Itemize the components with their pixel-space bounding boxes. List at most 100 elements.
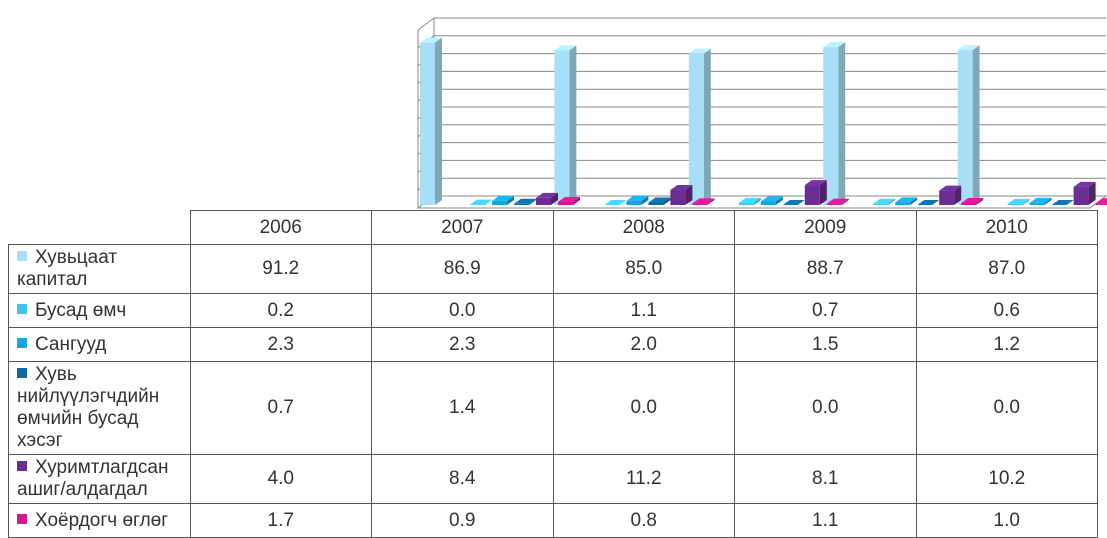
table-value: 0.0 bbox=[916, 362, 1098, 455]
bar bbox=[805, 185, 820, 205]
bar bbox=[958, 50, 973, 205]
table-value: 85.0 bbox=[553, 245, 735, 294]
table-value: 8.1 bbox=[735, 455, 917, 504]
table-value: 0.2 bbox=[190, 294, 372, 328]
legend-cell: Сангууд bbox=[9, 328, 191, 362]
grid-line bbox=[418, 54, 1106, 66]
table-value: 2.3 bbox=[372, 328, 554, 362]
table-value: 0.0 bbox=[553, 362, 735, 455]
legend-label: Хувь нийлүүлэгчдийн өмчийн бусад хэсэг bbox=[17, 364, 159, 451]
data-row: Хувь нийлүүлэгчдийн өмчийн бусад хэсэг 0.… bbox=[9, 362, 1098, 455]
bar bbox=[626, 201, 641, 205]
legend-key bbox=[17, 368, 27, 378]
grid-line bbox=[418, 36, 1106, 48]
bar bbox=[648, 203, 663, 205]
bar bbox=[670, 190, 685, 205]
legend-key bbox=[17, 514, 27, 524]
legend-key bbox=[17, 338, 27, 348]
grid-line bbox=[418, 143, 1106, 155]
table-value: 1.0 bbox=[916, 504, 1098, 538]
table-value: 87.0 bbox=[916, 245, 1098, 294]
table-value: 91.2 bbox=[190, 245, 372, 294]
bar-side bbox=[973, 45, 980, 205]
bar bbox=[873, 204, 888, 205]
bar bbox=[1008, 204, 1023, 205]
bar bbox=[492, 201, 507, 205]
column-header: 2007 bbox=[372, 211, 554, 245]
table-value: 2.0 bbox=[553, 328, 735, 362]
legend-key bbox=[17, 461, 27, 471]
bar-side bbox=[704, 49, 711, 205]
grid-line bbox=[418, 71, 1106, 83]
table-value: 86.9 bbox=[372, 245, 554, 294]
column-header: 2008 bbox=[553, 211, 735, 245]
column-header: 2006 bbox=[190, 211, 372, 245]
grid-line bbox=[418, 18, 1106, 30]
table-value: 0.7 bbox=[190, 362, 372, 455]
table-value: 1.5 bbox=[735, 328, 917, 362]
legend-cell: Хуримтлагдсан ашиг/алдагдал bbox=[9, 455, 191, 504]
table-value: 10.2 bbox=[916, 455, 1098, 504]
table-value: 88.7 bbox=[735, 245, 917, 294]
legend-key bbox=[17, 251, 27, 261]
grid-line bbox=[418, 125, 1106, 137]
bar bbox=[514, 204, 529, 205]
table-value: 0.8 bbox=[553, 504, 735, 538]
bar-side bbox=[435, 38, 442, 205]
bar bbox=[689, 54, 704, 205]
column-header: 2009 bbox=[735, 211, 917, 245]
legend-label: Хуримтлагдсан ашиг/алдагдал bbox=[17, 457, 168, 500]
table-value: 4.0 bbox=[190, 455, 372, 504]
table-value: 0.0 bbox=[735, 362, 917, 455]
bar bbox=[692, 203, 707, 205]
bar bbox=[1074, 187, 1089, 205]
bar bbox=[761, 201, 776, 205]
legend-label: Хувьцаат капитал bbox=[17, 247, 117, 290]
bar bbox=[739, 203, 754, 205]
bar bbox=[961, 203, 976, 205]
table-value: 1.1 bbox=[553, 294, 735, 328]
table-value: 8.4 bbox=[372, 455, 554, 504]
bar-side bbox=[569, 45, 576, 205]
grid-line bbox=[418, 107, 1106, 119]
grid-line bbox=[418, 160, 1106, 172]
grid-line bbox=[418, 178, 1106, 190]
bar-side bbox=[838, 42, 845, 205]
bar bbox=[895, 202, 910, 205]
bar bbox=[1030, 203, 1045, 205]
bar bbox=[1096, 203, 1107, 205]
legend-label: Сангууд bbox=[35, 334, 106, 355]
table-value: 1.2 bbox=[916, 328, 1098, 362]
legend-key bbox=[17, 304, 27, 314]
bar bbox=[536, 198, 551, 205]
chart bbox=[0, 0, 1107, 210]
table-value: 0.6 bbox=[916, 294, 1098, 328]
column-header: 2010 bbox=[916, 211, 1098, 245]
table-value: 11.2 bbox=[553, 455, 735, 504]
table-value: 1.4 bbox=[372, 362, 554, 455]
legend-cell: Хоёрдогч өглөг bbox=[9, 504, 191, 538]
table-value: 0.9 bbox=[372, 504, 554, 538]
legend-cell: Бусад өмч bbox=[9, 294, 191, 328]
table-value: 1.1 bbox=[735, 504, 917, 538]
bar bbox=[554, 50, 569, 205]
table-value: 1.7 bbox=[190, 504, 372, 538]
bar bbox=[558, 202, 573, 205]
legend-cell: Хувьцаат капитал bbox=[9, 245, 191, 294]
table-value: 0.0 bbox=[372, 294, 554, 328]
legend-label: Хоёрдогч өглөг bbox=[35, 510, 168, 531]
bar bbox=[939, 191, 954, 205]
grid-line bbox=[418, 89, 1106, 101]
blank-cell bbox=[9, 211, 191, 245]
legend-cell: Хувь нийлүүлэгчдийн өмчийн бусад хэсэг bbox=[9, 362, 191, 455]
table-value: 0.7 bbox=[735, 294, 917, 328]
legend-label: Бусад өмч bbox=[35, 300, 126, 321]
